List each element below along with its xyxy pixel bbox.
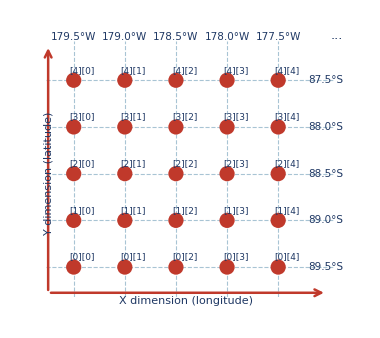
Text: [2][0]: [2][0]: [70, 159, 95, 168]
Point: [122, 171, 128, 176]
Text: [1][2]: [1][2]: [172, 206, 197, 215]
Text: 178.0°W: 178.0°W: [204, 32, 250, 42]
Point: [122, 218, 128, 223]
Point: [173, 218, 179, 223]
Point: [224, 218, 230, 223]
Text: [4][1]: [4][1]: [121, 66, 146, 75]
Text: 89.0°S: 89.0°S: [308, 215, 343, 225]
Text: [1][1]: [1][1]: [121, 206, 146, 215]
Point: [224, 264, 230, 270]
Point: [275, 218, 281, 223]
Text: [2][1]: [2][1]: [121, 159, 146, 168]
Text: 179.5°W: 179.5°W: [51, 32, 97, 42]
Text: 177.5°W: 177.5°W: [255, 32, 301, 42]
Text: [4][0]: [4][0]: [70, 66, 95, 75]
Text: [1][0]: [1][0]: [70, 206, 95, 215]
Text: [1][3]: [1][3]: [223, 206, 249, 215]
Point: [173, 124, 179, 130]
Text: [3][4]: [3][4]: [274, 112, 299, 121]
Text: [2][2]: [2][2]: [172, 159, 197, 168]
Text: [0][3]: [0][3]: [223, 252, 249, 262]
Point: [122, 124, 128, 130]
Text: [1][4]: [1][4]: [274, 206, 299, 215]
Text: [0][1]: [0][1]: [121, 252, 146, 262]
Text: [2][3]: [2][3]: [223, 159, 249, 168]
Point: [224, 77, 230, 83]
Text: [3][0]: [3][0]: [70, 112, 95, 121]
Point: [71, 218, 77, 223]
Text: ...: ...: [331, 29, 343, 42]
Text: 88.0°S: 88.0°S: [308, 122, 343, 132]
Point: [275, 77, 281, 83]
Text: [4][4]: [4][4]: [274, 66, 299, 75]
Point: [122, 77, 128, 83]
Point: [173, 77, 179, 83]
Text: [0][4]: [0][4]: [274, 252, 299, 262]
Text: 178.5°W: 178.5°W: [153, 32, 199, 42]
Point: [275, 124, 281, 130]
Point: [71, 264, 77, 270]
Text: Y dimension (latitude): Y dimension (latitude): [43, 112, 53, 235]
Text: [2][4]: [2][4]: [274, 159, 299, 168]
Text: [3][3]: [3][3]: [223, 112, 249, 121]
Point: [275, 264, 281, 270]
Text: 179.0°W: 179.0°W: [102, 32, 147, 42]
Point: [71, 124, 77, 130]
Point: [173, 264, 179, 270]
Text: 88.5°S: 88.5°S: [308, 169, 343, 179]
Point: [122, 264, 128, 270]
Text: 89.5°S: 89.5°S: [308, 262, 343, 272]
Text: [3][2]: [3][2]: [172, 112, 197, 121]
Text: [3][1]: [3][1]: [121, 112, 146, 121]
Point: [224, 171, 230, 176]
Point: [71, 77, 77, 83]
Text: [4][3]: [4][3]: [223, 66, 249, 75]
Text: X dimension (longitude): X dimension (longitude): [119, 296, 253, 306]
Text: [4][2]: [4][2]: [172, 66, 197, 75]
Point: [224, 124, 230, 130]
Text: 87.5°S: 87.5°S: [308, 75, 343, 85]
Text: [0][2]: [0][2]: [172, 252, 197, 262]
Point: [71, 171, 77, 176]
Point: [275, 171, 281, 176]
Point: [173, 171, 179, 176]
Text: [0][0]: [0][0]: [70, 252, 95, 262]
